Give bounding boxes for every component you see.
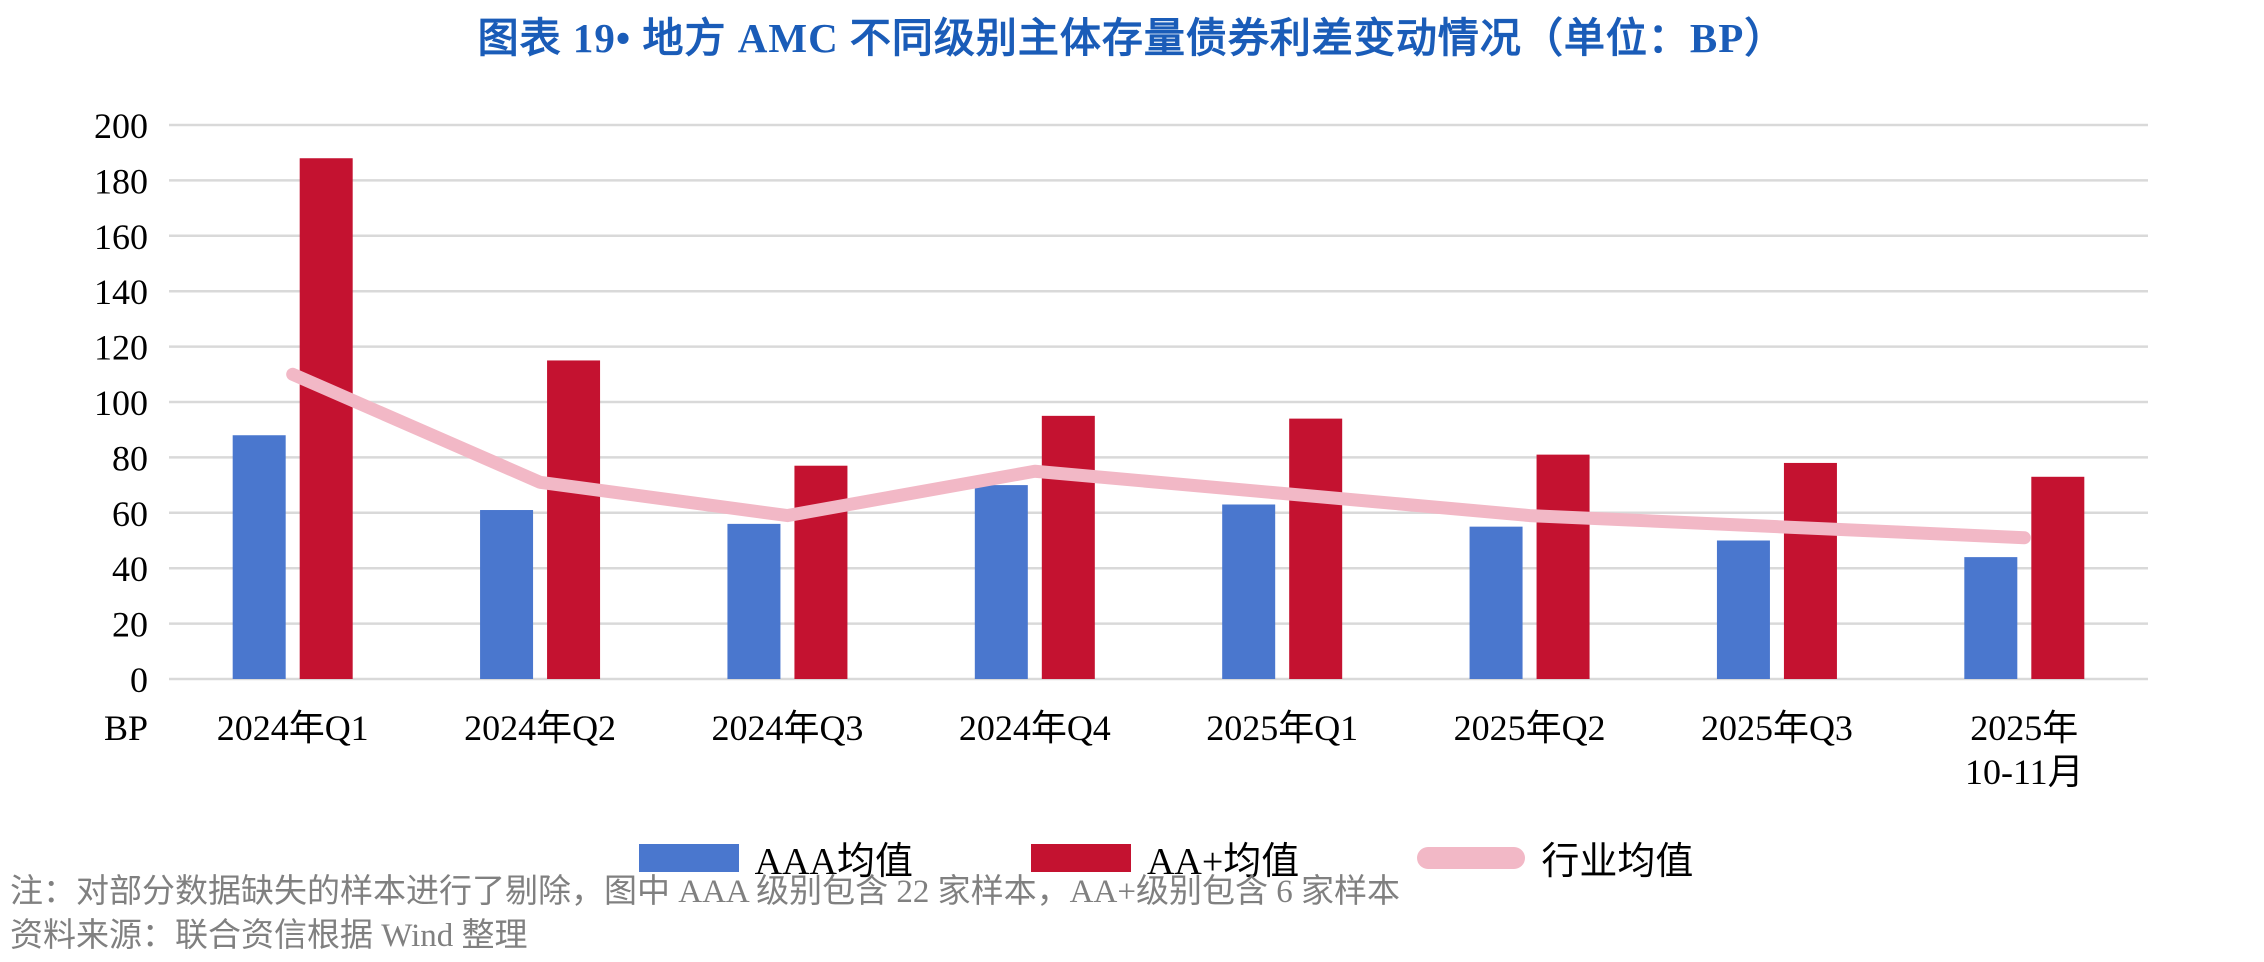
aa-plus-series-swatch-icon (1030, 843, 1131, 872)
x-axis-label-1: 2024年Q2 (464, 708, 616, 748)
aaa-series-swatch-icon (638, 843, 739, 872)
x-axis-label-3: 2024年Q4 (959, 708, 1111, 748)
y-axis-tick-label-80: 80 (112, 438, 148, 478)
source-line: 资料来源：联合资信根据 Wind 整理 (10, 918, 528, 954)
legend-item-aaa: AAA均值 (638, 830, 913, 885)
bar-aa-plus-3 (1041, 415, 1095, 679)
note-line: 注：对部分数据缺失的样本进行了剔除，图中 AAA 级别包含 22 家样本，AA+… (10, 874, 1400, 910)
industry-series-swatch-icon (1417, 846, 1526, 869)
bar-aaa-0 (232, 435, 286, 679)
bar-aa-plus-2 (794, 465, 848, 679)
legend-label-aaa: AAA均值 (754, 841, 913, 883)
bar-aaa-5 (1469, 526, 1523, 679)
footnotes: 注：对部分数据缺失的样本进行了剔除，图中 AAA 级别包含 22 家样本，AA+… (10, 870, 2210, 958)
x-axis-label-7: 2025年 10-11月 (1965, 708, 2084, 792)
chart-title: 图表 19• 地方 AMC 不同级别主体存量债券利差变动情况（单位：BP） (477, 15, 1787, 61)
x-axis-label-4: 2025年Q1 (1206, 708, 1358, 748)
y-axis-tick-label-100: 100 (94, 383, 148, 423)
legend-item-aa-plus: AA+均值 (1030, 830, 1300, 885)
y-axis-tick-label-0: 0 (130, 660, 148, 700)
y-axis-tick-label-20: 20 (112, 605, 148, 645)
y-axis-tick-label-160: 160 (94, 217, 148, 257)
industry-average-line (286, 367, 2031, 545)
bar-aa-plus-6 (1783, 462, 1837, 679)
y-axis-unit-label: BP (104, 708, 148, 748)
x-axis-label-2: 2024年Q3 (711, 708, 863, 748)
y-axis-tick-label-40: 40 (112, 549, 148, 589)
y-axis-tick-label-60: 60 (112, 494, 148, 534)
bar-aa-plus-1 (547, 360, 601, 679)
bar-aaa-2 (727, 523, 781, 679)
bar-line-chart-canvas: 0 20 40 60 80 100 120 140 160 180 200 BP 2024年Q1 2024… (94, 106, 2148, 792)
bar-aaa-7 (1964, 557, 2018, 679)
bar-aa-plus-0 (299, 158, 353, 679)
x-axis-label-6: 2025年Q3 (1701, 708, 1853, 748)
bar-aa-plus-5 (1536, 454, 1590, 679)
chart-legend: AAA均值 AA+均值 行业均值 (34, 830, 2264, 885)
bar-aaa-6 (1716, 540, 1770, 679)
bar-aaa-4 (1222, 504, 1276, 679)
y-axis-tick-label-200: 200 (94, 106, 148, 146)
x-axis-label-5: 2025年Q2 (1454, 708, 1606, 748)
x-axis-label-0: 2024年Q1 (217, 708, 369, 748)
y-axis-tick-label-120: 120 (94, 328, 148, 368)
bar-aaa-1 (480, 510, 534, 679)
bar-aaa-3 (974, 485, 1028, 679)
legend-label-aa-plus: AA+均值 (1146, 841, 1300, 883)
bar-aa-plus-7 (2031, 476, 2085, 679)
y-axis-tick-label-140: 140 (94, 272, 148, 312)
legend-item-industry: 行业均值 (1417, 830, 1693, 885)
legend-label-industry: 行业均值 (1541, 841, 1694, 883)
y-axis-tick-label-180: 180 (94, 161, 148, 201)
bar-aa-plus-4 (1289, 418, 1343, 679)
